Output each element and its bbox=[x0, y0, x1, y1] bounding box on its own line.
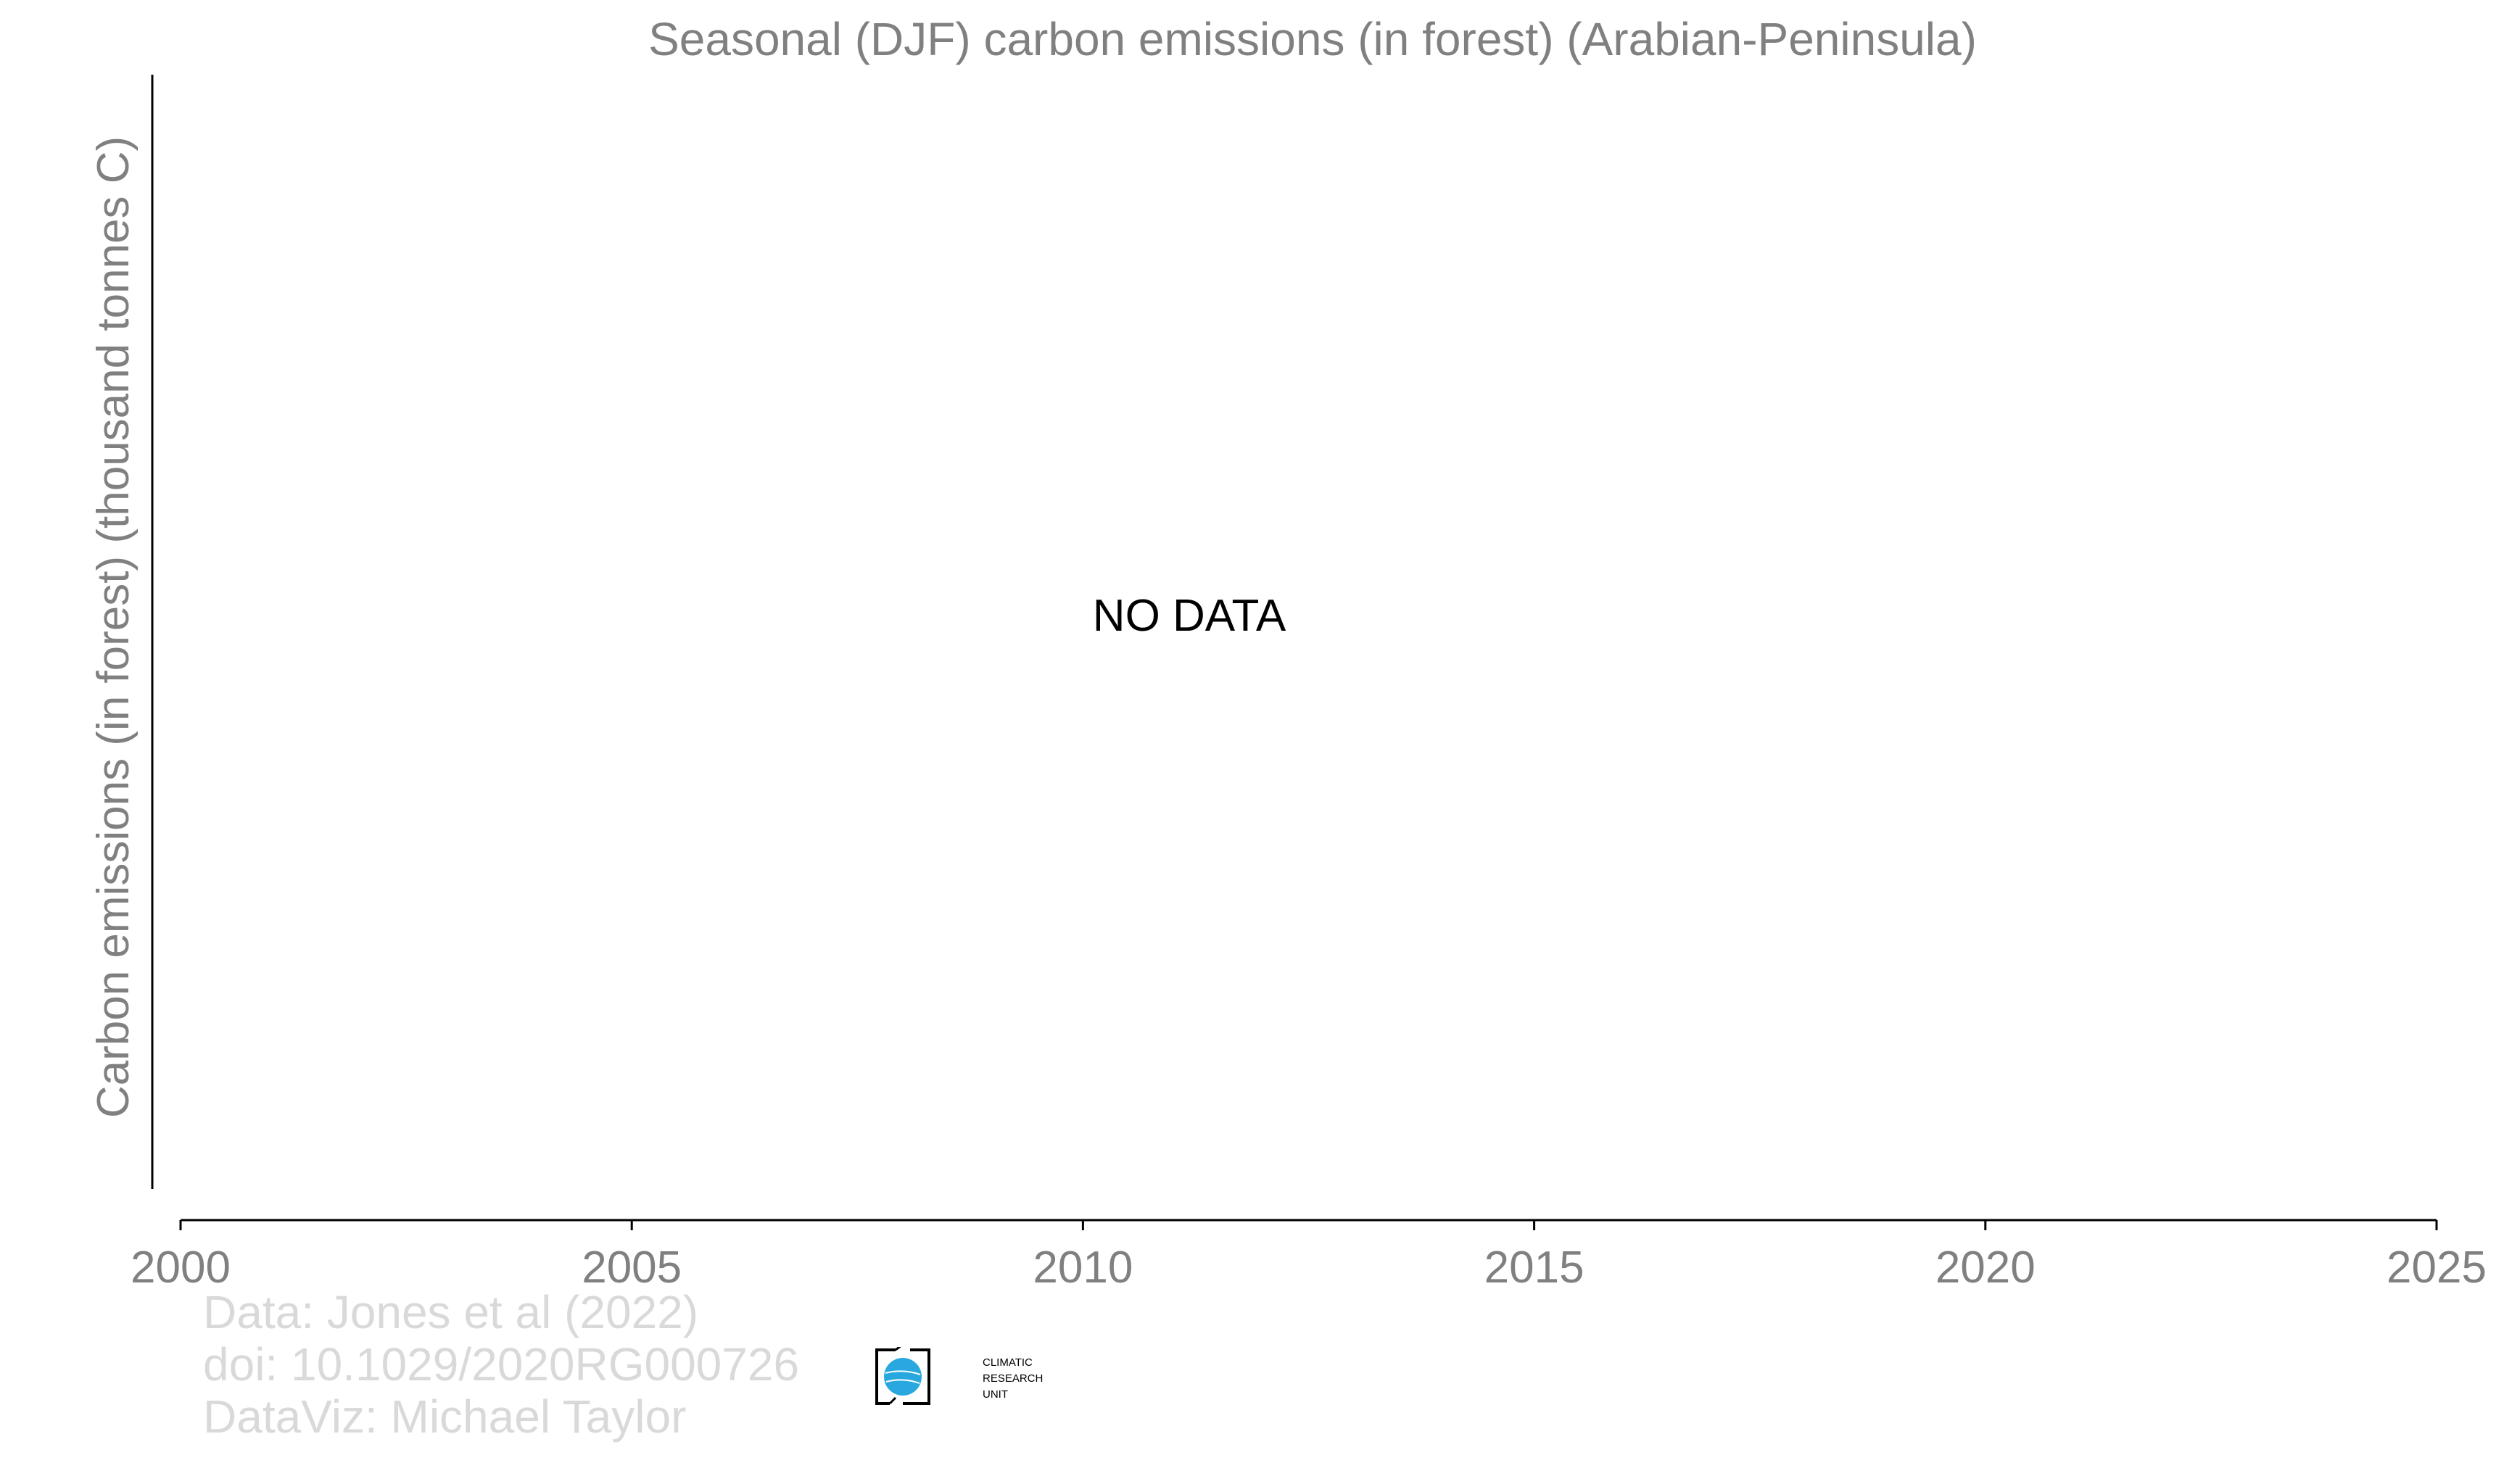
credit-data-source: Data: Jones et al (2022) bbox=[203, 1286, 699, 1338]
logo-text-line-1: CLIMATIC bbox=[983, 1356, 1033, 1369]
y-axis-label: Carbon emissions (in forest) (thousand t… bbox=[88, 136, 139, 1118]
x-tick-label: 2025 bbox=[2387, 1243, 2487, 1293]
x-axis-ticks: 2000 2005 2010 2015 2020 2025 bbox=[131, 1220, 2487, 1293]
logo-text-line-3: UNIT bbox=[983, 1388, 1008, 1401]
x-tick-label: 2005 bbox=[582, 1243, 682, 1293]
cru-logo bbox=[875, 1347, 930, 1405]
logo-text-line-2: RESEARCH bbox=[983, 1372, 1044, 1385]
chart-title: Seasonal (DJF) carbon emissions (in fore… bbox=[648, 13, 1977, 65]
credit-doi: doi: 10.1029/2020RG000726 bbox=[203, 1338, 800, 1390]
x-tick-label: 2020 bbox=[1935, 1243, 2036, 1293]
x-tick-label: 2000 bbox=[131, 1243, 231, 1293]
x-tick-label: 2010 bbox=[1033, 1243, 1133, 1293]
x-tick-label: 2015 bbox=[1484, 1243, 1584, 1293]
credit-dataviz: DataViz: Michael Taylor bbox=[203, 1390, 687, 1443]
no-data-annotation: NO DATA bbox=[1093, 591, 1286, 641]
